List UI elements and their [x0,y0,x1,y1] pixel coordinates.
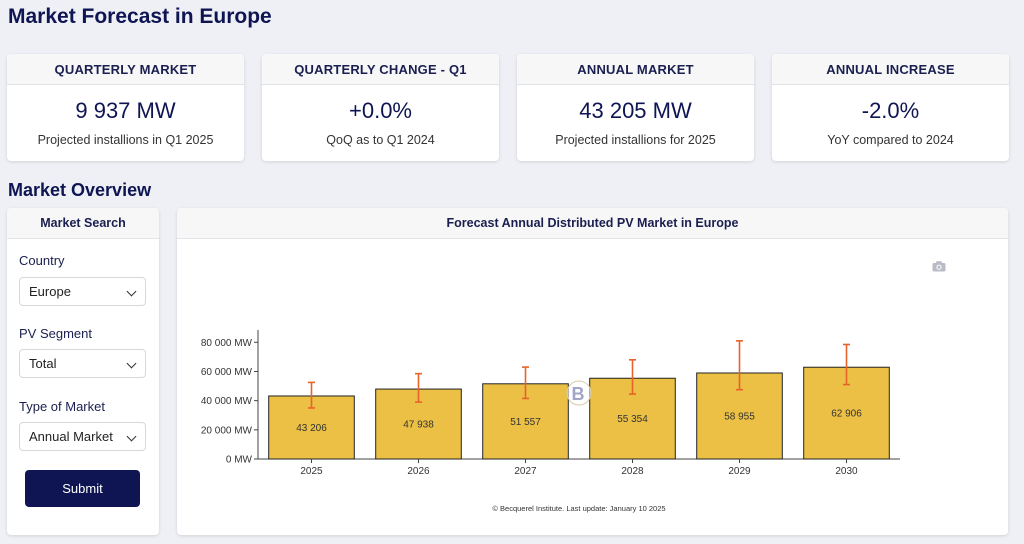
kpi-value: +0.0% [349,98,412,123]
y-tick-label: 40 000 MW [201,396,253,407]
kpi-subtitle: Projected installions for 2025 [555,133,716,147]
kpi-title: ANNUAL INCREASE [772,54,1009,85]
watermark-logo [566,380,592,406]
data-label: 55 354 [617,414,648,425]
data-label: 51 557 [510,417,541,428]
country-select-value: Europe [29,284,71,299]
y-tick-label: 20 000 MW [201,425,253,436]
market-type-select-value: Annual Market [29,429,113,444]
pv-segment-select[interactable]: Total [19,349,146,378]
market-type-label: Type of Market [19,399,105,414]
data-label: 47 938 [403,420,434,431]
x-tick-label: 2029 [728,466,751,477]
y-tick-label: 0 MW [226,455,253,466]
chevron-down-icon [126,431,137,442]
x-tick-label: 2025 [300,466,323,477]
kpi-title: QUARTERLY MARKET [7,54,244,85]
data-label: 43 206 [296,423,327,434]
x-tick-label: 2027 [514,466,537,477]
kpi-title: ANNUAL MARKET [517,54,754,85]
pv-segment-label: PV Segment [19,326,92,341]
x-tick-label: 2030 [835,466,858,477]
kpi-title: QUARTERLY CHANGE - Q1 [262,54,499,85]
market-search-panel: Market Search Country Europe PV Segment … [7,208,159,535]
submit-button[interactable]: Submit [25,470,140,507]
kpi-value: 9 937 MW [75,98,176,123]
kpi-subtitle: YoY compared to 2024 [827,133,954,147]
kpi-card-annual-market: ANNUAL MARKET 43 205 MW Projected instal… [517,54,754,161]
panel-title: Market Search [7,208,159,239]
y-tick-label: 60 000 MW [201,367,253,378]
kpi-value: -2.0% [861,98,920,123]
y-tick-label: 80 000 MW [201,338,253,349]
x-tick-label: 2026 [407,466,430,477]
country-select[interactable]: Europe [19,277,146,306]
data-label: 62 906 [831,409,862,420]
page-title: Market Forecast in Europe [8,5,272,28]
camera-icon[interactable] [932,261,946,272]
pv-segment-select-value: Total [29,356,57,371]
chart-footer: © Becquerel Institute. Last update: Janu… [492,504,665,513]
kpi-subtitle: Projected installions in Q1 2025 [37,133,214,147]
kpi-subtitle: QoQ as to Q1 2024 [326,133,435,147]
chart-panel: Forecast Annual Distributed PV Market in… [177,208,1008,535]
kpi-card-annual-increase: ANNUAL INCREASE -2.0% YoY compared to 20… [772,54,1009,161]
data-label: 58 955 [724,411,755,422]
kpi-card-quarterly-change: QUARTERLY CHANGE - Q1 +0.0% QoQ as to Q1… [262,54,499,161]
chevron-down-icon [126,286,137,297]
watermark-letter: B [572,384,585,404]
kpi-value: 43 205 MW [579,98,692,123]
market-type-select[interactable]: Annual Market [19,422,146,451]
kpi-card-quarterly-market: QUARTERLY MARKET 9 937 MW Projected inst… [7,54,244,161]
section-title: Market Overview [8,180,152,200]
forecast-bar-chart: 0 MW 20 000 MW 40 000 MW 60 000 MW 80 000 MW… [201,330,900,513]
chevron-down-icon [126,358,137,369]
chart-title: Forecast Annual Distributed PV Market in… [177,208,1008,239]
x-tick-label: 2028 [621,466,644,477]
country-label: Country [19,253,65,268]
